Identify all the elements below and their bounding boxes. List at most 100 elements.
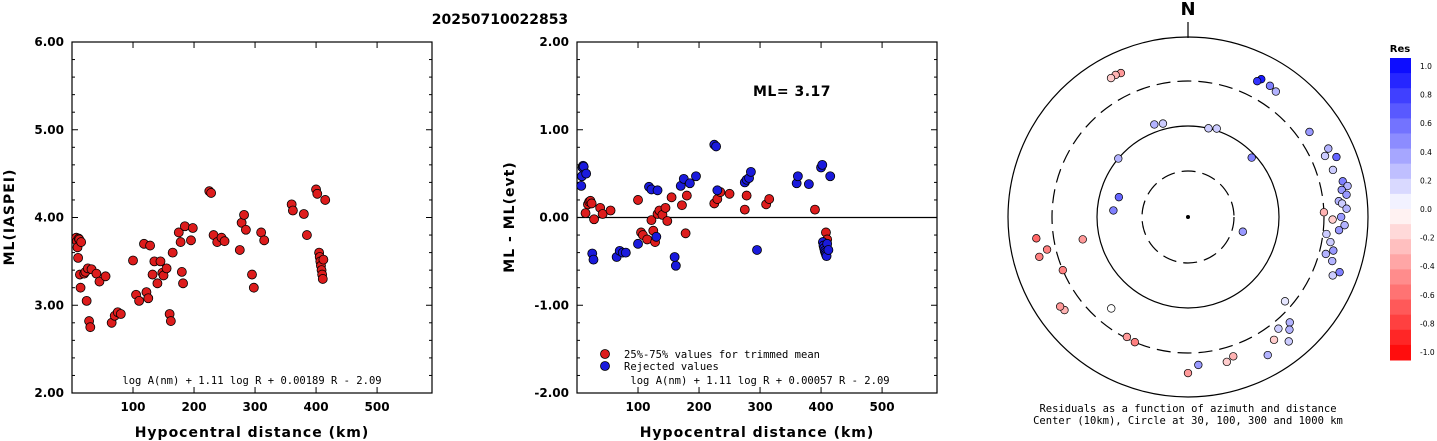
- data-point: [147, 269, 158, 280]
- colorbar-tick-label: 0.4: [1420, 148, 1432, 157]
- axis-ticks: 100 200 300 400 500 -2.00 -1.00 0.00 1.00 2.00: [534, 35, 937, 414]
- data-point: [115, 309, 126, 319]
- data-point: [179, 221, 190, 232]
- x-tick-label: 500: [365, 400, 390, 414]
- colorbar-tick-label: -0.6: [1420, 291, 1435, 300]
- data-point: [581, 168, 592, 179]
- colorbar-cell: [1390, 224, 1411, 240]
- x-tick-label: 500: [870, 400, 895, 414]
- colorbar-tick-label: 0.6: [1420, 119, 1432, 128]
- colorbar-cell: [1390, 299, 1411, 316]
- station-marker: [1329, 246, 1338, 255]
- data-point: [586, 198, 597, 209]
- station-marker: [1332, 152, 1341, 162]
- data-point: [817, 159, 828, 170]
- data-point: [167, 247, 178, 258]
- colorbar-tick-label: -0.2: [1420, 234, 1435, 243]
- station-marker: [1334, 226, 1344, 235]
- data-point: [317, 274, 328, 284]
- data-point: [633, 195, 643, 205]
- station-marker: [1335, 268, 1344, 277]
- station-marker: [1158, 119, 1168, 128]
- data-point: [318, 254, 329, 265]
- colorbar-labels: 1.0 0.8 0.6 0.4 0.2 0.0 -0.2 -0.4 -0.6 -0.8 -1.0: [1420, 62, 1435, 357]
- y-tick-label: 6.00: [34, 35, 64, 49]
- x-tick-label: 200: [182, 400, 207, 414]
- axis-ticks: 100 200 300 400 500 2.00 3.00 4.00 5.00 6.00: [34, 35, 432, 414]
- station-marker: [1269, 335, 1279, 345]
- x-axis-label: Hypocentral distance (km): [640, 425, 875, 441]
- formula-label: log A(nm) + 1.11 log R + 0.00057 R - 2.0…: [630, 375, 889, 387]
- station-marker: [1324, 144, 1333, 153]
- station-marker: [1322, 229, 1331, 239]
- data-point: [677, 200, 687, 211]
- colorbar-tick-label: 0.2: [1420, 176, 1432, 185]
- colorbar-tick-label: 1.0: [1420, 62, 1432, 71]
- station-marker: [1321, 249, 1330, 259]
- station-marker: [1107, 304, 1116, 313]
- station-marker: [1342, 190, 1351, 199]
- y-tick-label: 4.00: [34, 211, 64, 225]
- station-marker: [1229, 352, 1238, 361]
- legend-marker-trimmed: [600, 349, 610, 359]
- colorbar-tick-label: 0.0: [1420, 205, 1432, 214]
- station-marker: [1114, 193, 1124, 202]
- colorbar-cell: [1390, 163, 1411, 180]
- colorbar-tick-label: -1.0: [1420, 348, 1435, 357]
- data-point: [259, 235, 270, 246]
- data-point: [176, 267, 187, 277]
- station-marker: [1285, 318, 1294, 327]
- station-marker: [1280, 297, 1290, 306]
- data-point: [206, 188, 217, 198]
- y-tick-label: 5.00: [34, 123, 64, 137]
- data-point: [173, 227, 184, 238]
- legend-label-trimmed: 25%-75% values for trimmed mean: [624, 349, 820, 361]
- data-point: [724, 188, 735, 199]
- data-point: [597, 209, 608, 219]
- station-marker: [1130, 338, 1140, 347]
- colorbar-cell: [1390, 73, 1411, 89]
- station-marker: [1078, 235, 1087, 244]
- data-point: [605, 205, 616, 216]
- data-point: [152, 278, 163, 289]
- y-tick-label: 0.00: [539, 211, 569, 225]
- epicenter-marker: [1186, 215, 1190, 219]
- data-point: [75, 282, 86, 293]
- colorbar-cells: [1390, 58, 1411, 361]
- caption-line-1: Residuals as a function of azimuth and d…: [1039, 403, 1336, 415]
- data-point: [680, 228, 691, 239]
- y-tick-label: -2.00: [534, 386, 569, 400]
- data-point: [320, 195, 331, 205]
- data-point: [128, 255, 138, 266]
- data-point: [219, 236, 230, 247]
- data-point: [652, 185, 663, 196]
- data-point: [741, 190, 752, 201]
- data-point: [247, 269, 257, 280]
- azimuth-residual-panel: N Residuals as a function of azimuth and…: [1007, 0, 1369, 427]
- station-marker: [1320, 151, 1330, 161]
- residual-colorbar: Res 1.0 0.8 0.6 0.4 0.2 0.0 -0.2 -0.4 -0.6 -0.8 -1…: [1390, 44, 1435, 361]
- station-marker: [1337, 199, 1347, 208]
- station-marker: [1035, 252, 1044, 261]
- station-marker: [1319, 208, 1329, 217]
- station-marker: [1247, 153, 1256, 162]
- x-tick-label: 300: [243, 400, 268, 414]
- data-point: [589, 214, 599, 225]
- station-marker: [1194, 360, 1203, 370]
- colorbar-cell: [1390, 284, 1411, 301]
- data-point: [165, 316, 176, 326]
- residual-vs-distance-panel: 100 200 300 400 500 -2.00 -1.00 0.00 1.00 2.00 ML…: [502, 35, 938, 441]
- station-marker: [1183, 368, 1193, 378]
- data-point: [712, 185, 723, 196]
- legend-marker-rejected: [600, 361, 610, 371]
- station-marker: [1204, 124, 1213, 133]
- station-marker: [1055, 302, 1065, 311]
- ring-30km: [1141, 170, 1235, 264]
- station-marker: [1342, 204, 1351, 213]
- y-tick-label: 2.00: [34, 386, 64, 400]
- data-point: [681, 190, 692, 201]
- station-marker: [1337, 212, 1346, 222]
- data-point: [662, 216, 673, 226]
- station-marker: [1265, 81, 1275, 90]
- data-point: [239, 209, 249, 220]
